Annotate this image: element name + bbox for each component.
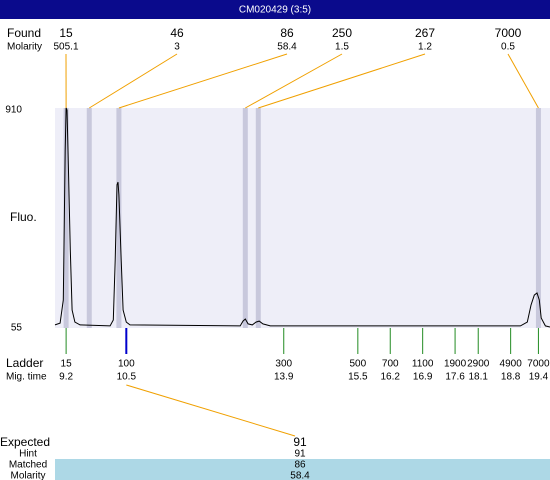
ladder-label: Ladder [6, 356, 43, 370]
plot-area [55, 108, 550, 328]
ladder-size: 1900 [444, 359, 467, 370]
found-molarity: 505.1 [53, 42, 78, 53]
found-size: 250 [332, 26, 352, 40]
expected-value: 58.4 [290, 471, 310, 480]
ladder-size: 2900 [467, 359, 490, 370]
peak-band [242, 108, 248, 328]
found-size: 15 [59, 26, 73, 40]
peak-band [116, 108, 122, 328]
peak-link [258, 53, 426, 109]
expected-row-label: Expected [0, 435, 50, 449]
found-molarity: 0.5 [501, 42, 515, 53]
trace [54, 107, 550, 328]
peak-band [63, 108, 69, 328]
ladder-time: 18.1 [468, 372, 488, 383]
peak-link [89, 53, 178, 109]
ladder-time: 18.8 [501, 372, 521, 383]
found-molarity: 58.4 [277, 42, 297, 53]
expected-value: 91 [294, 449, 306, 460]
expected-value: 91 [293, 435, 307, 449]
expected-row-label: Matched [9, 460, 47, 471]
found-size: 7000 [495, 26, 522, 40]
ladder-size: 4900 [500, 359, 523, 370]
expected-link [126, 384, 296, 437]
molarity-label: Molarity [7, 42, 42, 53]
ladder-size: 500 [349, 359, 366, 370]
ladder-time: 16.9 [413, 372, 433, 383]
ladder-size: 300 [275, 359, 292, 370]
found-size: 86 [280, 26, 294, 40]
found-size: 267 [415, 26, 435, 40]
expected-row-label: Hint [19, 449, 37, 460]
ladder-time: 17.6 [445, 372, 465, 383]
peak-band [86, 108, 92, 328]
peak-link [245, 53, 343, 109]
expected-row-label: Molarity [10, 471, 45, 480]
found-molarity: 3 [174, 42, 180, 53]
ladder-time: 9.2 [59, 372, 73, 383]
y-tick-label: 910 [5, 105, 22, 116]
title-bar [0, 0, 550, 19]
ladder-size: 100 [118, 359, 135, 370]
ladder-size: 7000 [527, 359, 550, 370]
ladder-size: 15 [61, 359, 73, 370]
peak-link [507, 53, 539, 109]
found-molarity: 1.2 [418, 42, 432, 53]
peak-link [118, 53, 288, 109]
ladder-time: 16.2 [381, 372, 401, 383]
peak-band [535, 108, 541, 328]
peak-band [255, 108, 261, 328]
ladder-size: 1100 [412, 359, 434, 370]
title: CM020429 (3:5) [239, 5, 311, 16]
ladder-time: 15.5 [348, 372, 368, 383]
found-label: Found [7, 26, 41, 40]
y-axis-label: Fluo. [10, 210, 37, 224]
y-tick-label: 55 [11, 323, 23, 334]
ladder-time: 10.5 [117, 372, 137, 383]
mig-time-label: Mig. time [6, 372, 47, 383]
ladder-size: 700 [382, 359, 399, 370]
ladder-time: 13.9 [274, 372, 294, 383]
expected-value: 86 [294, 460, 306, 471]
found-size: 46 [170, 26, 184, 40]
matched-highlight [55, 459, 550, 480]
ladder-time: 19.4 [529, 372, 549, 383]
found-molarity: 1.5 [335, 42, 349, 53]
